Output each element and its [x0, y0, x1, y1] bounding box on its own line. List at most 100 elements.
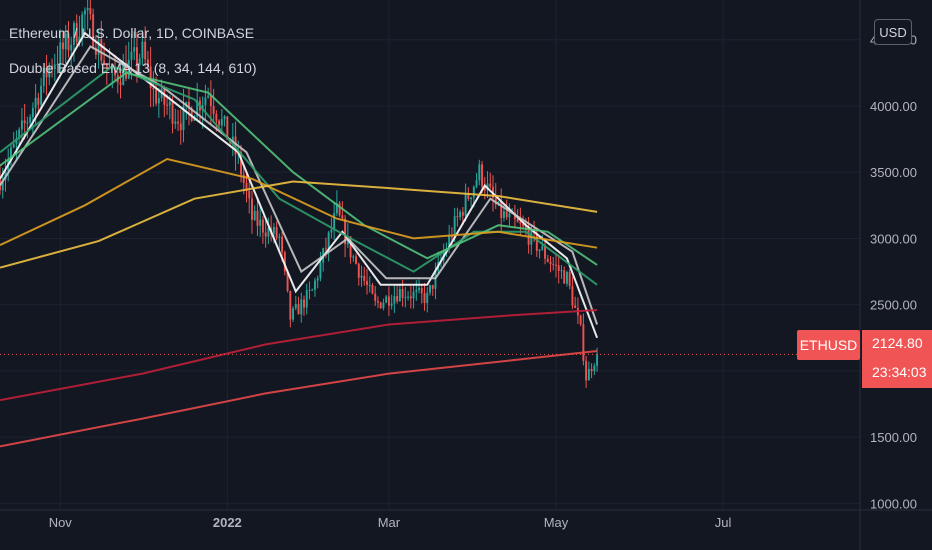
candle-body: [546, 258, 549, 262]
candle-body: [357, 263, 360, 278]
candle-body: [163, 88, 166, 105]
candle-body: [92, 14, 95, 48]
candle-body: [314, 280, 316, 290]
candle-body: [470, 197, 473, 200]
candle-body: [456, 216, 459, 218]
candle-body: [489, 183, 492, 187]
time-tick-label: Mar: [378, 515, 401, 530]
time-tick-label: May: [544, 515, 569, 530]
candle-body: [294, 304, 297, 309]
candle-body: [552, 264, 555, 266]
candle-body: [297, 304, 300, 315]
candle-body: [9, 147, 12, 160]
candle-body: [26, 122, 29, 124]
candle-body: [42, 68, 45, 86]
candle-body: [105, 63, 108, 67]
candle-body: [127, 59, 130, 79]
candle-body: [89, 8, 92, 15]
candle-body: [305, 290, 308, 308]
candle-body: [218, 120, 221, 126]
candle-body: [40, 85, 43, 105]
currency-button[interactable]: USD: [874, 19, 912, 45]
candle-body: [188, 101, 190, 109]
candle-body: [409, 296, 412, 299]
candle-body: [412, 291, 415, 299]
candle-body: [366, 280, 368, 286]
candle-body: [64, 33, 67, 50]
candle-body: [48, 65, 51, 78]
candle-body: [475, 180, 478, 187]
candle-body: [398, 288, 401, 302]
candle-body: [434, 270, 437, 289]
candle-body: [557, 265, 560, 271]
candle-body: [166, 104, 169, 106]
candle-body: [251, 198, 253, 220]
candle-body: [459, 211, 462, 218]
candle-body: [174, 121, 177, 124]
candle-body: [259, 219, 262, 226]
candle-body: [146, 59, 149, 67]
candle-body: [286, 271, 289, 291]
candle-body: [204, 97, 207, 105]
indicator-label[interactable]: Double Based EMA 13 (8, 34, 144, 610): [9, 60, 257, 76]
candle-body: [587, 368, 590, 381]
candle-body: [283, 252, 286, 272]
candle-body: [423, 293, 426, 304]
candle-body: [483, 186, 486, 191]
candle-body: [177, 121, 179, 124]
candle-body: [535, 233, 538, 251]
chart-title: Ethereum / U.S. Dollar, 1D, COINBASE: [9, 25, 255, 41]
candle-body: [333, 213, 336, 230]
candle-body: [300, 299, 303, 315]
candle-body: [86, 8, 89, 11]
candle-body: [371, 284, 374, 294]
candle-body: [387, 296, 390, 306]
candle-body: [220, 119, 223, 126]
candle-body: [62, 42, 64, 50]
ema-line-610: [0, 309, 598, 402]
candle-body: [141, 41, 144, 59]
price-tick-label: 1500.00: [870, 430, 917, 445]
price-tick-label: 3500.00: [870, 165, 917, 180]
candle-body: [508, 213, 511, 218]
candle-body: [363, 275, 366, 281]
candle-body: [223, 116, 226, 120]
candle-body: [420, 288, 423, 294]
candle-body: [450, 235, 453, 238]
candle-body: [327, 232, 330, 250]
candle-body: [335, 203, 338, 214]
candle-body: [234, 136, 237, 155]
candle-body: [70, 44, 73, 51]
candle-body: [478, 164, 481, 181]
candle-body: [1, 179, 4, 191]
candle-body: [207, 95, 210, 98]
candle-body: [81, 14, 84, 37]
candle-body: [242, 174, 245, 183]
candle-body: [472, 186, 475, 198]
candle-body: [103, 60, 106, 64]
candle-body: [524, 226, 527, 230]
candle-body: [500, 201, 503, 218]
candle-body: [571, 285, 574, 306]
price-tick-label: 4000.00: [870, 99, 917, 114]
candle-body: [155, 89, 158, 104]
candle-body: [114, 68, 116, 76]
candle-body: [560, 270, 563, 272]
candle-body: [100, 39, 103, 61]
candle-body: [324, 248, 327, 250]
candle-body: [431, 285, 434, 289]
price-tick-label: 1000.00: [870, 496, 917, 511]
candle-body: [245, 182, 248, 192]
candle-body: [390, 303, 393, 306]
candle-body: [519, 221, 522, 224]
candle-body: [330, 229, 333, 233]
candle-body: [135, 47, 138, 66]
candle-body: [149, 66, 152, 88]
candle-body: [516, 219, 519, 222]
candle-body: [316, 278, 319, 281]
candle-body: [37, 97, 40, 105]
candle-body: [75, 23, 78, 42]
candle-body: [481, 164, 483, 187]
time-tick-label: Nov: [49, 515, 73, 530]
